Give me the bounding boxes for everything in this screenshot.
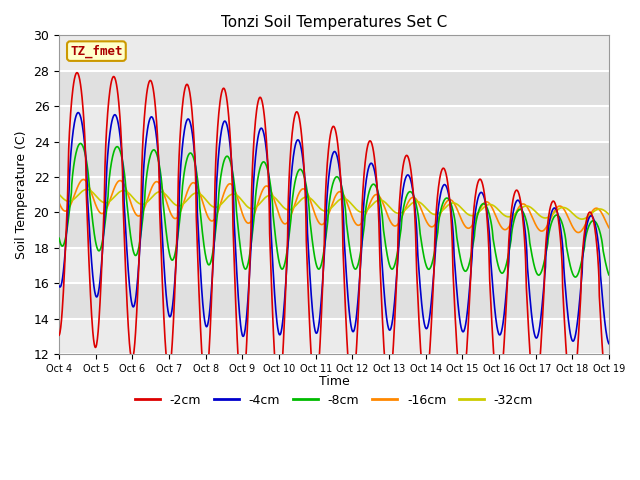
Title: Tonzi Soil Temperatures Set C: Tonzi Soil Temperatures Set C: [221, 15, 447, 30]
Bar: [59, 319, 609, 354]
Bar: [59, 36, 609, 71]
Text: TZ_fmet: TZ_fmet: [70, 45, 123, 58]
Bar: [59, 248, 609, 283]
Legend: -2cm, -4cm, -8cm, -16cm, -32cm: -2cm, -4cm, -8cm, -16cm, -32cm: [130, 389, 538, 412]
Bar: [59, 177, 609, 213]
Bar: [59, 106, 609, 142]
Y-axis label: Soil Temperature (C): Soil Temperature (C): [15, 131, 28, 259]
X-axis label: Time: Time: [319, 375, 349, 388]
